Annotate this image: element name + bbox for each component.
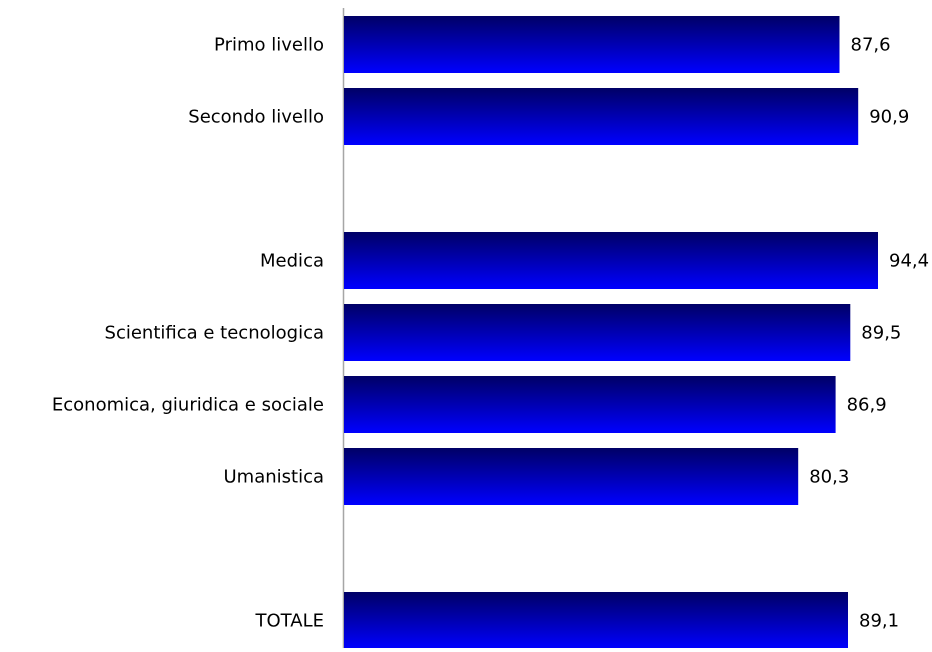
category-label-scientifica-e-tecnologica: Scientifica e tecnologica [105,323,324,344]
category-label-economica-giuridica-e-sociale: Economica, giuridica e sociale [52,395,324,416]
value-label-medica: 94,4 [889,251,929,272]
bar-scientifica-e-tecnologica [344,304,851,361]
category-label-secondo-livello: Secondo livello [188,107,324,128]
category-label-totale: TOTALE [255,611,324,632]
value-label-umanistica: 80,3 [809,467,849,488]
bar-totale [344,592,848,649]
bar-umanistica [344,448,799,505]
bar-economica-giuridica-e-sociale [344,376,836,433]
value-label-economica-giuridica-e-sociale: 86,9 [847,395,887,416]
category-label-umanistica: Umanistica [223,467,324,488]
value-label-totale: 89,1 [859,611,899,632]
bar-primo-livello [344,16,840,73]
category-label-medica: Medica [260,251,324,272]
value-label-primo-livello: 87,6 [851,35,891,56]
category-labels-group: Primo livello Secondo livello Medica Scient… [52,35,324,632]
value-label-secondo-livello: 90,9 [869,107,909,128]
category-label-primo-livello: Primo livello [214,35,324,56]
bar-medica [344,232,878,289]
value-labels-group: 87,6 90,9 94,4 89,5 86,9 80,3 89,1 [809,35,929,632]
bar-secondo-livello [344,88,859,145]
bars-group [344,16,878,649]
value-label-scientifica-e-tecnologica: 89,5 [861,323,901,344]
